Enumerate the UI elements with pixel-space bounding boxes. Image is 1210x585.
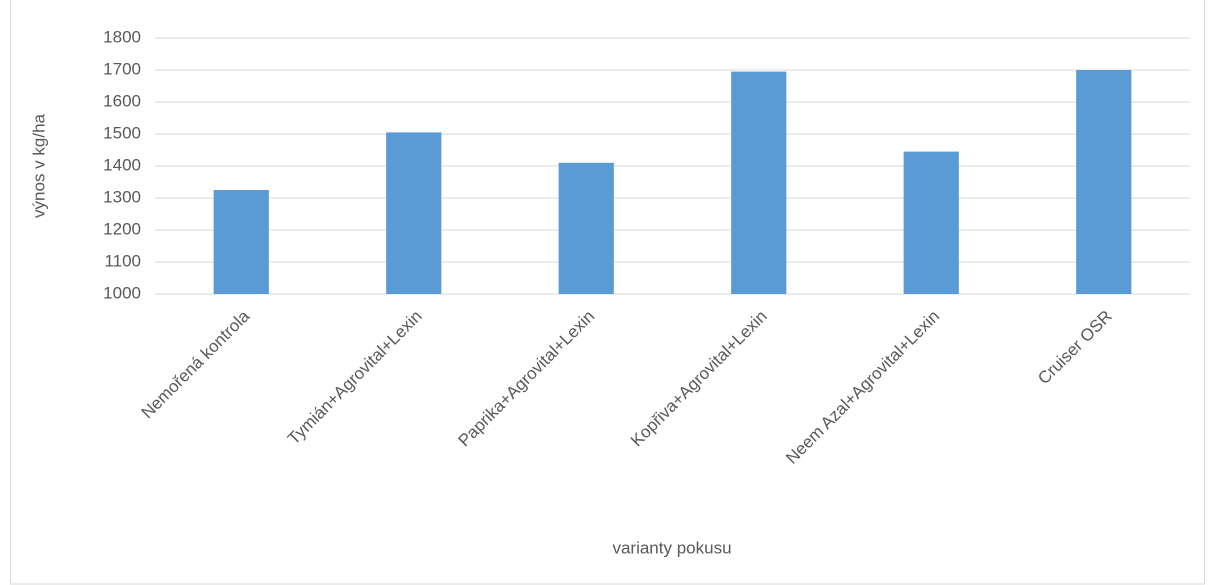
y-tick-label: 1100 bbox=[104, 251, 141, 270]
y-tick-label: 1800 bbox=[103, 27, 141, 46]
bar bbox=[213, 190, 269, 294]
y-tick-label: 1700 bbox=[103, 59, 141, 78]
bar bbox=[558, 162, 614, 294]
y-tick-label: 1400 bbox=[103, 155, 141, 174]
bar bbox=[386, 132, 442, 294]
y-axis-title: výnos v kg/ha bbox=[29, 113, 48, 217]
bar bbox=[1076, 70, 1132, 294]
y-tick-label: 1500 bbox=[103, 123, 141, 142]
y-tick-label: 1300 bbox=[103, 187, 141, 206]
y-tick-label: 1600 bbox=[103, 91, 141, 110]
y-tick-label: 1000 bbox=[103, 283, 141, 302]
bar bbox=[731, 71, 787, 294]
bar bbox=[903, 151, 959, 294]
x-axis-title: varianty pokusu bbox=[612, 538, 731, 557]
y-tick-label: 1200 bbox=[103, 219, 141, 238]
